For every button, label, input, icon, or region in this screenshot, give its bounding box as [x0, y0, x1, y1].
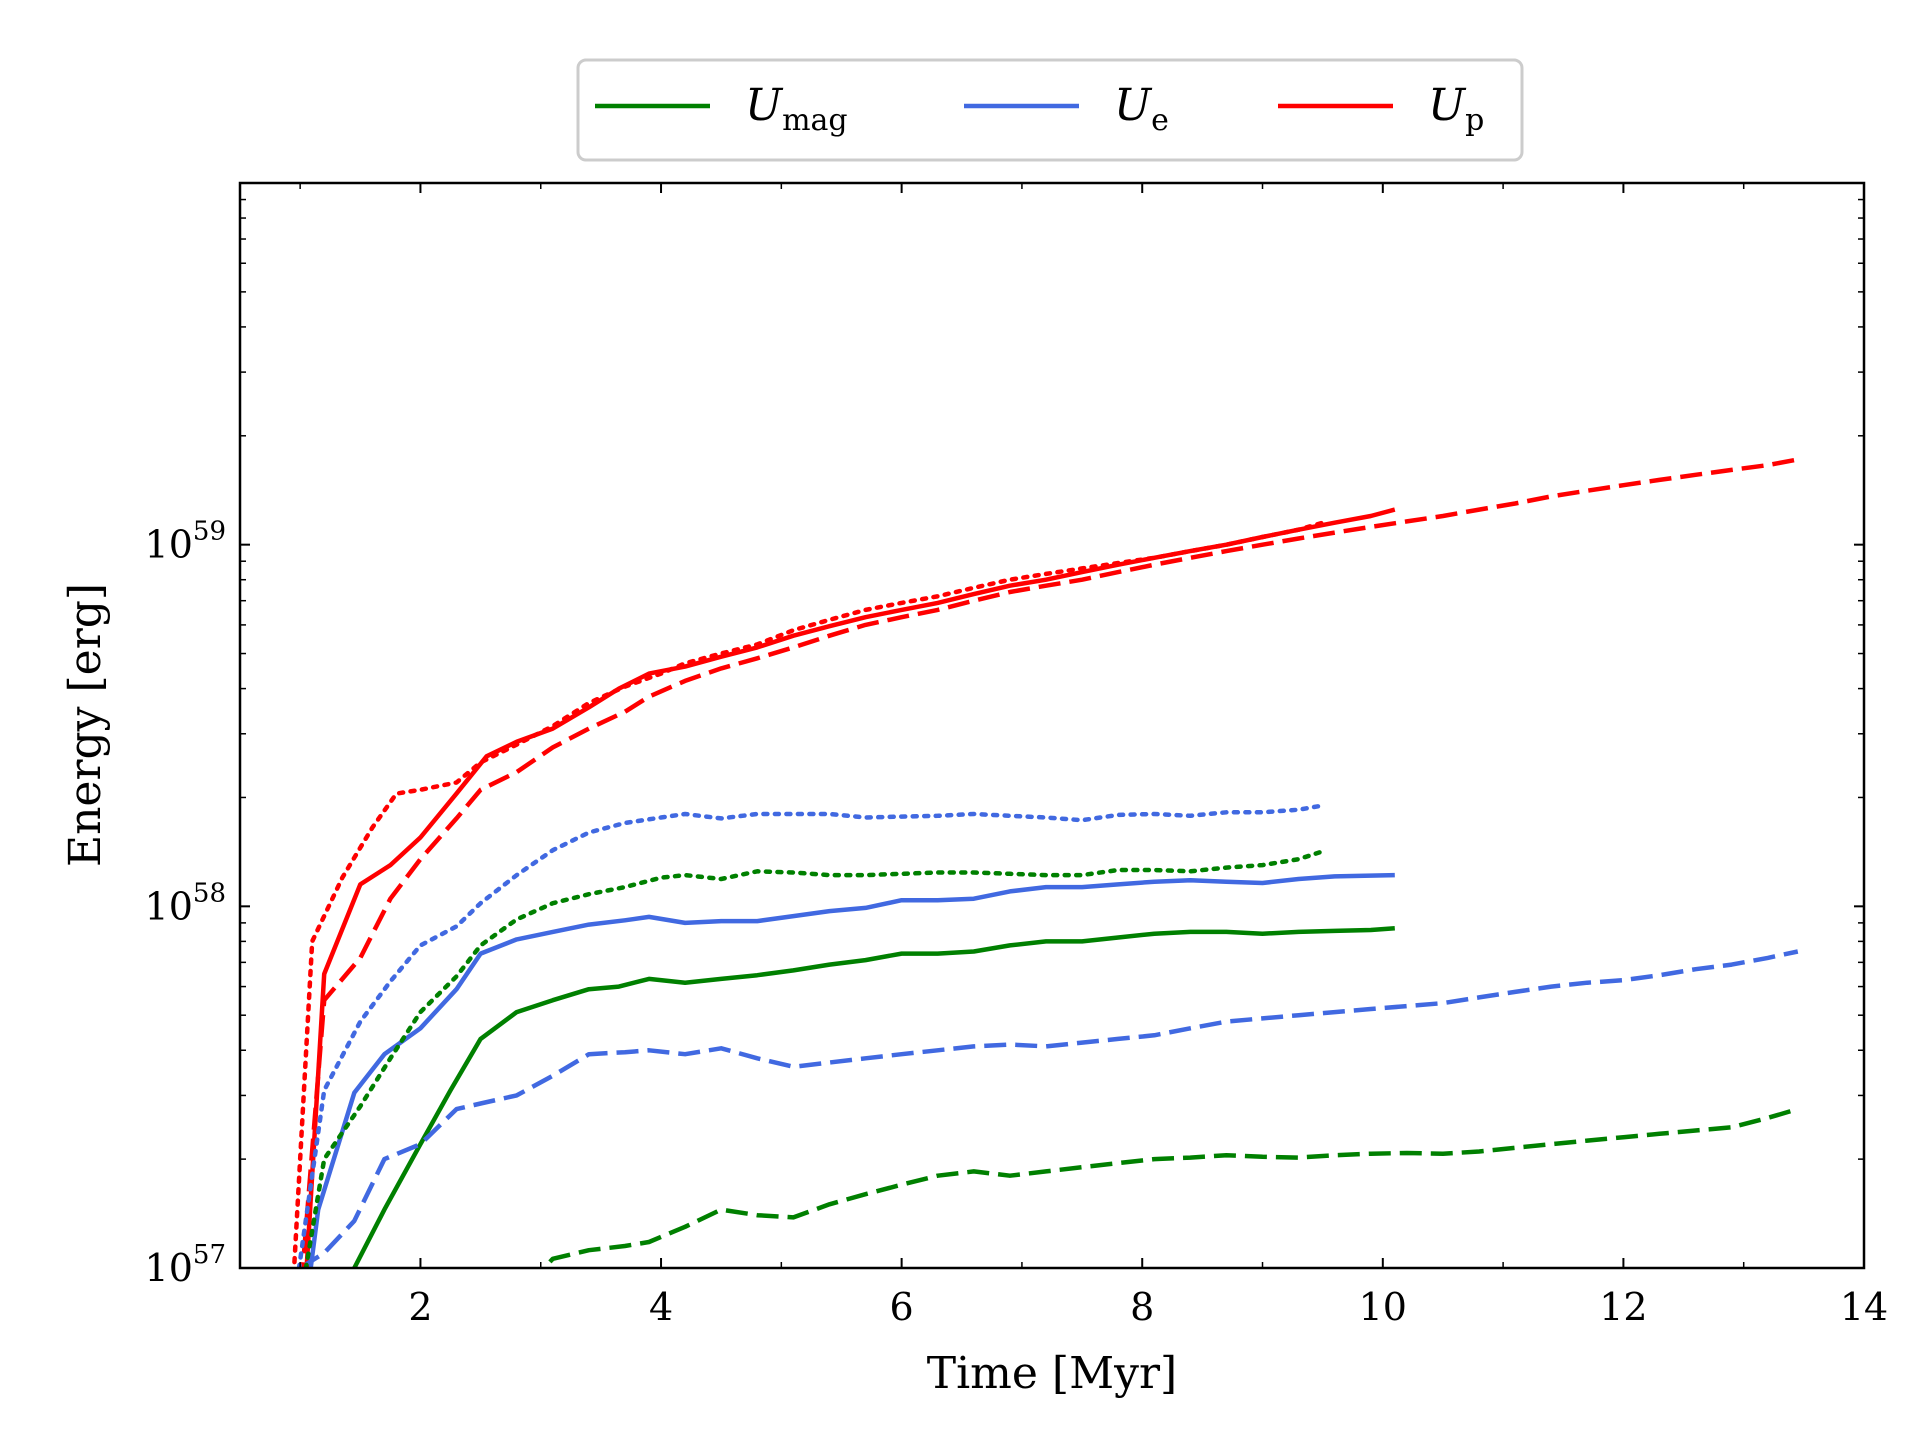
series-line-u-mag-dashed	[541, 1106, 1799, 1268]
series-line-u-e-dashed	[298, 949, 1799, 1268]
tick-labels: 2 4 6 8 10 12 14 1057 1058 1059	[145, 517, 1889, 1329]
series-line-u-p-dashed	[300, 457, 1799, 1268]
plot-area-frame	[238, 181, 1866, 1270]
y-tick-label: 1057	[145, 1240, 226, 1290]
series-layer	[291, 457, 1799, 1268]
x-tick-label: 14	[1840, 1285, 1888, 1329]
legend: Umag Ue Up	[576, 58, 1524, 162]
legend-label-mag: Umag	[745, 80, 848, 138]
series-line-u-mag-solid	[351, 925, 1395, 1268]
x-tick-label: 8	[1130, 1285, 1154, 1329]
x-tick-label: 6	[890, 1285, 914, 1329]
x-axis-label: Time [Myr]	[927, 1348, 1177, 1399]
x-tick-label: 2	[408, 1285, 432, 1329]
x-tick-label: 10	[1359, 1285, 1407, 1329]
legend-label-e: Ue	[1114, 80, 1169, 138]
y-axis-label: Energy [erg]	[60, 583, 111, 867]
y-tick-label: 1059	[145, 517, 226, 567]
x-tick-label: 4	[649, 1285, 673, 1329]
series-line-u-mag-dotted	[303, 849, 1325, 1268]
legend-label-p: Up	[1428, 80, 1484, 138]
axis-ticks	[240, 183, 1865, 1269]
x-tick-label: 12	[1599, 1285, 1647, 1329]
series-line-u-p-dotted	[291, 520, 1325, 1268]
y-tick-label: 1058	[145, 878, 226, 928]
series-line-u-e-dotted	[296, 803, 1325, 1268]
series-line-u-e-solid	[308, 872, 1395, 1268]
